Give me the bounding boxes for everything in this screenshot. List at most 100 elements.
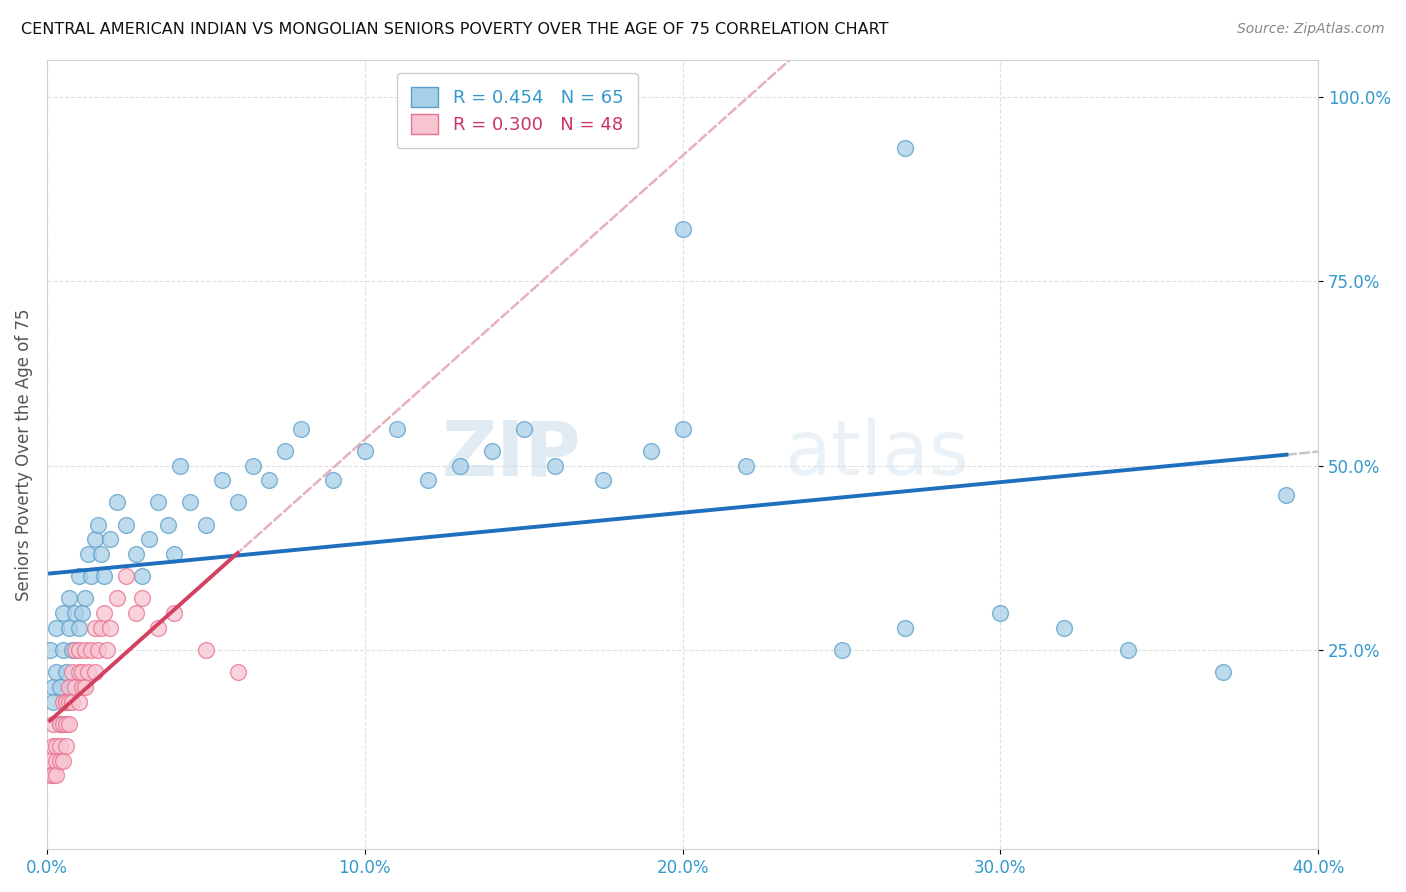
Point <box>67 695 90 709</box>
Point <box>67 569 90 583</box>
Point <box>48 716 70 731</box>
Point <box>290 422 312 436</box>
Point <box>894 141 917 155</box>
Point <box>544 458 567 473</box>
Point <box>1053 621 1076 635</box>
Point <box>70 665 93 680</box>
Point <box>58 591 80 606</box>
Point <box>55 695 77 709</box>
Point <box>65 643 87 657</box>
Point <box>671 222 693 236</box>
Point <box>55 665 77 680</box>
Point <box>125 606 148 620</box>
Point <box>80 569 103 583</box>
Text: Source: ZipAtlas.com: Source: ZipAtlas.com <box>1237 22 1385 37</box>
Point <box>42 716 65 731</box>
Point <box>93 606 115 620</box>
Point <box>211 473 233 487</box>
Point <box>90 621 112 635</box>
Point <box>70 606 93 620</box>
Point <box>115 517 138 532</box>
Point <box>163 547 186 561</box>
Point <box>48 716 70 731</box>
Point <box>58 621 80 635</box>
Y-axis label: Seniors Poverty Over the Age of 75: Seniors Poverty Over the Age of 75 <box>15 309 32 600</box>
Point <box>42 739 65 753</box>
Point <box>242 458 264 473</box>
Point <box>52 695 75 709</box>
Legend: R = 0.454   N = 65, R = 0.300   N = 48: R = 0.454 N = 65, R = 0.300 N = 48 <box>396 72 638 148</box>
Point <box>73 591 96 606</box>
Point <box>70 680 93 694</box>
Point <box>640 443 662 458</box>
Point <box>77 665 100 680</box>
Point <box>146 621 169 635</box>
Point <box>73 680 96 694</box>
Point <box>55 716 77 731</box>
Point <box>100 621 122 635</box>
Point <box>48 754 70 768</box>
Point <box>93 569 115 583</box>
Point <box>146 495 169 509</box>
Point <box>169 458 191 473</box>
Point <box>96 643 118 657</box>
Point <box>45 739 67 753</box>
Point <box>353 443 375 458</box>
Point <box>1212 665 1234 680</box>
Point <box>65 680 87 694</box>
Point <box>55 739 77 753</box>
Point <box>60 695 83 709</box>
Point <box>45 665 67 680</box>
Point <box>39 754 62 768</box>
Point <box>83 621 105 635</box>
Point <box>449 458 471 473</box>
Point <box>100 533 122 547</box>
Point <box>67 621 90 635</box>
Point <box>60 665 83 680</box>
Point <box>194 517 217 532</box>
Point <box>259 473 281 487</box>
Point <box>45 754 67 768</box>
Point <box>990 606 1012 620</box>
Point <box>58 680 80 694</box>
Point <box>274 443 297 458</box>
Point <box>77 547 100 561</box>
Point <box>385 422 408 436</box>
Point <box>671 422 693 436</box>
Point <box>163 606 186 620</box>
Point <box>1275 488 1298 502</box>
Point <box>42 695 65 709</box>
Point <box>39 768 62 782</box>
Point <box>115 569 138 583</box>
Point <box>131 591 153 606</box>
Point <box>52 716 75 731</box>
Point <box>83 665 105 680</box>
Text: ZIP: ZIP <box>441 417 581 491</box>
Point <box>42 680 65 694</box>
Point <box>67 643 90 657</box>
Point <box>105 591 128 606</box>
Point <box>90 547 112 561</box>
Point <box>67 665 90 680</box>
Point <box>83 533 105 547</box>
Point <box>52 754 75 768</box>
Point <box>87 517 110 532</box>
Point <box>65 606 87 620</box>
Point <box>48 739 70 753</box>
Text: atlas: atlas <box>785 417 969 491</box>
Point <box>179 495 201 509</box>
Point <box>194 643 217 657</box>
Point <box>226 665 249 680</box>
Point <box>48 680 70 694</box>
Point <box>52 643 75 657</box>
Point <box>831 643 853 657</box>
Point <box>55 695 77 709</box>
Point <box>60 680 83 694</box>
Point <box>418 473 440 487</box>
Point <box>39 643 62 657</box>
Point <box>735 458 758 473</box>
Point <box>52 606 75 620</box>
Point <box>481 443 503 458</box>
Point <box>58 716 80 731</box>
Point <box>87 643 110 657</box>
